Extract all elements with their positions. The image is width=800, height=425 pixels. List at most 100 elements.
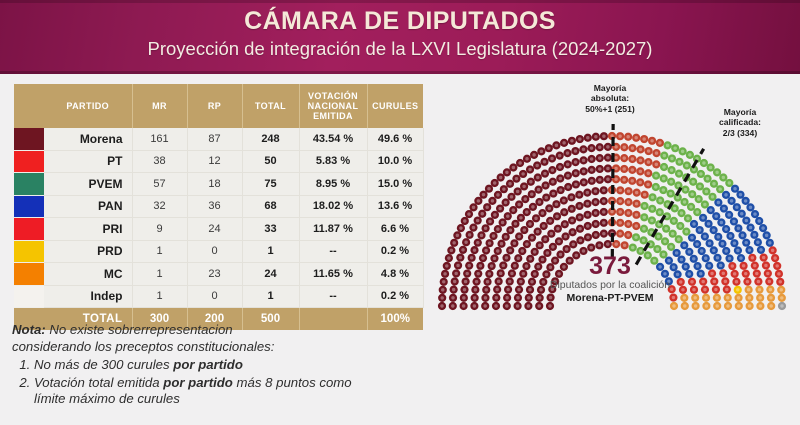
hemicycle-seat-highlight [471,205,476,210]
column-header-curules: CURULES [367,84,423,128]
hemicycle-seat [473,238,482,247]
cell-party-name: MC [44,262,133,286]
hemicycle-seat-highlight [626,189,631,193]
hemicycle-seat-highlight [650,139,654,143]
hemicycle-seat [755,216,764,226]
hemicycle-seat-highlight [451,296,455,300]
hemicycle-seat [470,246,479,255]
hemicycle-seat-highlight [671,295,676,300]
hemicycle-seat [636,145,645,154]
hemicycle-seat [456,224,465,233]
hemicycle-seat-highlight [654,185,658,189]
hemicycle-seat-highlight [562,141,566,145]
hemicycle-seat [535,197,544,207]
party-color-swatch [14,240,44,263]
hemicycle-seat [560,208,569,217]
hemicycle-seat [583,188,592,197]
hemicycle-seat-highlight [570,139,574,143]
hemicycle-seat-highlight [602,231,606,236]
hemicycle-seat [702,301,711,311]
hemicycle-seat-highlight [622,167,626,171]
total-curules: 100% [367,307,423,330]
hemicycle-seat [540,169,550,178]
hemicycle-seat [556,174,565,183]
hemicycle-seat [458,245,468,254]
hemicycle-seat [504,285,513,294]
hemicycle-seat-highlight [669,287,674,291]
hemicycle-seat-highlight [761,226,765,230]
hemicycle-seat-highlight [549,231,554,236]
hemicycle-seat-highlight [597,145,602,149]
party-color-chip [14,150,44,172]
hemicycle-seat [516,277,525,286]
hemicycle-seat [595,175,604,184]
cell-votacion: -- [299,240,368,263]
hemicycle-seat-highlight [490,199,495,203]
hemicycle-seat-highlight [547,146,551,150]
hemicycle-seat [643,180,653,189]
hemicycle-seat-highlight [505,170,509,175]
hemicycle-svg [437,123,787,311]
hemicycle-seat-highlight [502,187,506,191]
hemicycle-seat [467,253,476,262]
hemicycle-seat [639,224,649,233]
hemicycle-seat-highlight [667,279,671,284]
hemicycle-seat [490,210,499,219]
hemicycle-seat [700,285,710,294]
hemicycle-seat-highlight [521,172,525,176]
hemicycle-seat [750,230,759,239]
cell-votacion: 18.02 % [299,195,368,218]
hemicycle-seat-highlight [456,263,460,268]
hemicycle-seat [603,142,612,151]
hemicycle-seat-highlight [661,188,666,192]
hemicycle-seat [567,136,577,145]
hemicycle-seat-highlight [780,296,784,300]
hemicycle-seat [473,216,482,225]
hemicycle-seat [461,277,470,286]
hemicycle-seat [612,240,621,249]
note-item-post: más 8 puntos como límite máximo de curul… [34,374,352,407]
cell-curules: 0.2 % [367,240,424,263]
hemicycle-seat [636,246,645,256]
cell-mr: 1 [132,285,188,308]
hemicycle-seat-highlight [472,296,477,300]
hemicycle-seat [471,285,480,294]
cell-total: 1 [242,285,300,308]
hemicycle-seat-highlight [543,171,547,176]
hemicycle-seat [616,207,625,217]
label-qualified-majority: Mayoría calificada: 2/3 (334) [688,107,792,138]
hemicycle-seat-highlight [451,287,456,292]
hemicycle-seat [653,244,662,254]
hemicycle-seat-highlight [622,156,626,160]
hemicycle-seat [671,144,680,153]
hemicycle-seat-highlight [557,153,562,158]
hemicycle-seat [669,293,678,302]
hemicycle-seat [595,241,604,250]
note-list-item: Votación total emitida por partido más 8… [34,375,384,408]
table-row: PRI 9 24 33 11.87 % 6.6 % [14,217,424,241]
hemicycle-seat-highlight [573,160,578,164]
hemicycle-seat [663,141,672,150]
hemicycle-seat-highlight [550,156,554,161]
hemicycle-seat-highlight [455,233,460,238]
hemicycle-seat-highlight [649,230,654,234]
hemicycle-seat [746,223,755,232]
hemicycle-seat [591,198,600,207]
hemicycle-seat-highlight [745,279,750,284]
hemicycle-seat-highlight [443,272,447,276]
hemicycle-seat [438,293,447,303]
hemicycle-seat-highlight [658,141,662,145]
hemicycle-seat-highlight [606,145,610,149]
hemicycle-seat [456,253,465,262]
hemicycle-seat [583,210,592,219]
hemicycle-seat-highlight [684,229,689,234]
hemicycle-seat [554,269,564,278]
hemicycle-seat [643,251,652,260]
hemicycle-seat-highlight [548,219,552,223]
hemicycle-seat [705,261,714,270]
label-absolute-majority: Mayoría absoluta: 50%+1 (251) [560,83,660,114]
hemicycle-seat-highlight [548,304,552,308]
hemicycle-seat [762,231,771,240]
hemicycle-seat-highlight [480,212,484,216]
hemicycle-seat-highlight [744,271,748,276]
